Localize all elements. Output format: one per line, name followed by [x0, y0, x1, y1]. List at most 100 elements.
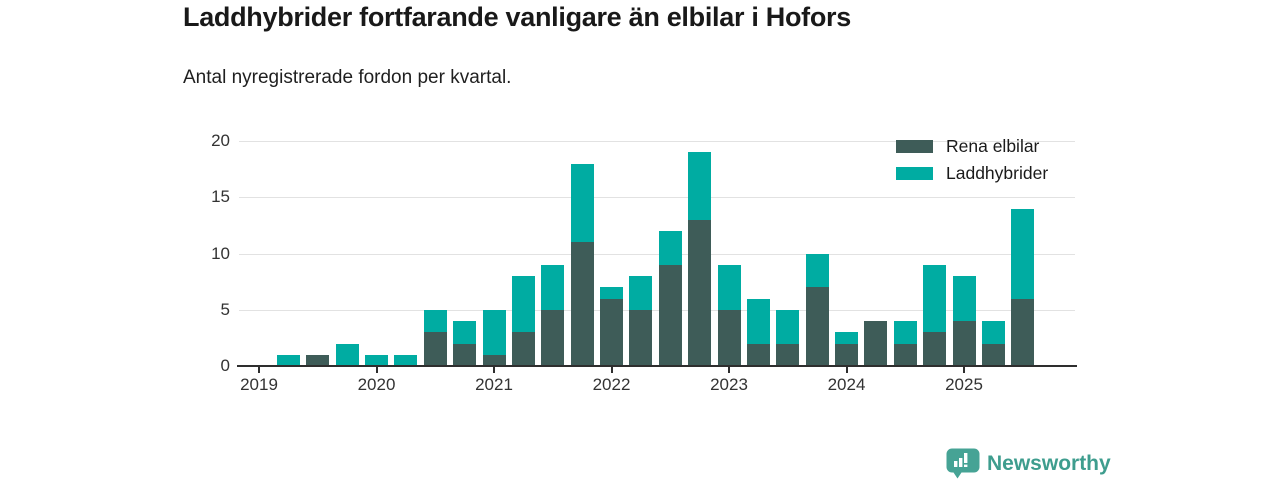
segment-rena-elbilar	[570, 242, 594, 366]
x-axis-line	[237, 365, 1077, 367]
segment-rena-elbilar	[923, 332, 947, 366]
segment-laddhybrider	[893, 321, 917, 344]
y-tick-label-10: 10	[211, 243, 230, 263]
bar-2021-q1	[482, 309, 506, 366]
segment-rena-elbilar	[600, 298, 623, 366]
segment-rena-elbilar	[423, 332, 447, 366]
segment-laddhybrider	[394, 354, 418, 366]
brand-name: Newsworthy	[987, 451, 1111, 475]
legend-item-rena-elbilar: Rena elbilar	[896, 137, 1048, 156]
segment-rena-elbilar	[658, 264, 682, 366]
segment-rena-elbilar	[717, 309, 741, 366]
bar-2019-q4	[335, 343, 359, 366]
segment-rena-elbilar	[511, 332, 535, 366]
bar-2020-q2	[394, 354, 418, 366]
bar-2024-q4	[923, 264, 947, 366]
segment-laddhybrider	[658, 231, 682, 265]
page-title: Laddhybrider fortfarande vanligare än el…	[183, 2, 851, 32]
gridline-y-20	[239, 141, 1075, 142]
segment-laddhybrider	[952, 276, 976, 321]
segment-rena-elbilar	[629, 309, 653, 366]
segment-rena-elbilar	[453, 343, 477, 366]
bar-2020-q1	[365, 354, 388, 366]
x-tick-label-2020: 2020	[357, 375, 396, 394]
x-tick-2023	[728, 367, 730, 373]
x-tick-2021	[493, 367, 495, 373]
x-tick-2024	[845, 367, 848, 373]
y-tick-label-15: 15	[211, 187, 230, 207]
segment-laddhybrider	[746, 298, 770, 344]
segment-laddhybrider	[981, 321, 1005, 344]
segment-laddhybrider	[570, 163, 594, 243]
bar-2019-q3	[306, 354, 330, 366]
segment-laddhybrider	[482, 309, 506, 355]
bar-2024-q3	[893, 321, 917, 366]
segment-laddhybrider	[923, 264, 947, 333]
segment-rena-elbilar	[864, 321, 888, 366]
segment-rena-elbilar	[746, 343, 770, 366]
legend-label: Laddhybrider	[946, 163, 1049, 183]
bar-2021-q3	[541, 264, 565, 366]
legend-label: Rena elbilar	[946, 136, 1040, 156]
segment-laddhybrider	[423, 309, 447, 333]
segment-rena-elbilar	[541, 309, 565, 366]
bar-2022-q2	[629, 276, 653, 366]
segment-rena-elbilar	[1011, 298, 1035, 366]
bar-2025-q1	[952, 276, 976, 366]
bar-2022-q1	[600, 287, 623, 366]
x-tick-2022	[610, 367, 613, 373]
bar-2022-q4	[688, 152, 712, 366]
legend-swatch-dark-teal	[896, 140, 933, 153]
segment-laddhybrider	[805, 253, 829, 288]
x-tick-label-2022: 2022	[592, 375, 631, 394]
segment-laddhybrider	[511, 276, 535, 333]
x-tick-2025	[963, 367, 965, 373]
gridline-y-5	[239, 309, 1075, 311]
bar-2019-q2	[276, 354, 300, 366]
segment-laddhybrider	[717, 264, 741, 310]
x-tick-label-2024: 2024	[827, 375, 866, 394]
y-tick-label-20: 20	[211, 131, 230, 150]
bar-2024-q1	[835, 332, 858, 366]
segment-rena-elbilar	[952, 321, 976, 366]
x-tick-2019	[258, 367, 260, 373]
page-subtitle: Antal nyregistrerade fordon per kvartal.	[183, 67, 512, 88]
segment-rena-elbilar	[893, 343, 917, 366]
segment-laddhybrider	[335, 343, 359, 366]
segment-laddhybrider	[688, 152, 712, 220]
segment-rena-elbilar	[805, 287, 829, 366]
segment-rena-elbilar	[776, 343, 800, 366]
x-tick-label-2021: 2021	[475, 375, 513, 394]
newsworthy-logo-icon	[946, 448, 980, 479]
segment-laddhybrider	[776, 309, 800, 344]
x-tick-2020	[375, 367, 378, 373]
bar-2023-q4	[805, 253, 829, 366]
segment-laddhybrider	[276, 354, 300, 366]
legend-item-laddhybrider: Laddhybrider	[896, 164, 1048, 183]
gridline-y-10	[239, 253, 1075, 255]
segment-laddhybrider	[365, 354, 388, 366]
bar-2020-q4	[453, 321, 477, 366]
segment-laddhybrider	[600, 287, 623, 299]
x-tick-label-2025: 2025	[945, 375, 983, 394]
segment-rena-elbilar	[306, 354, 330, 366]
y-tick-label-0: 0	[220, 356, 230, 375]
segment-rena-elbilar	[482, 354, 506, 366]
x-tick-label-2023: 2023	[710, 375, 748, 394]
bar-2023-q3	[776, 309, 800, 366]
x-tick-label-2019: 2019	[240, 375, 278, 394]
segment-rena-elbilar	[835, 343, 858, 366]
segment-rena-elbilar	[981, 343, 1005, 366]
bar-2025-q2	[981, 321, 1005, 366]
segment-rena-elbilar	[688, 219, 712, 366]
gridline-y-15	[239, 197, 1075, 199]
segment-laddhybrider	[453, 321, 477, 344]
chart-legend: Rena elbilar Laddhybrider	[896, 137, 1048, 183]
newsworthy-brand-link[interactable]: Newsworthy	[946, 448, 1111, 479]
segment-laddhybrider	[1011, 208, 1035, 299]
segment-laddhybrider	[629, 276, 653, 310]
bar-2021-q2	[511, 276, 535, 366]
bar-2021-q4	[570, 163, 594, 366]
